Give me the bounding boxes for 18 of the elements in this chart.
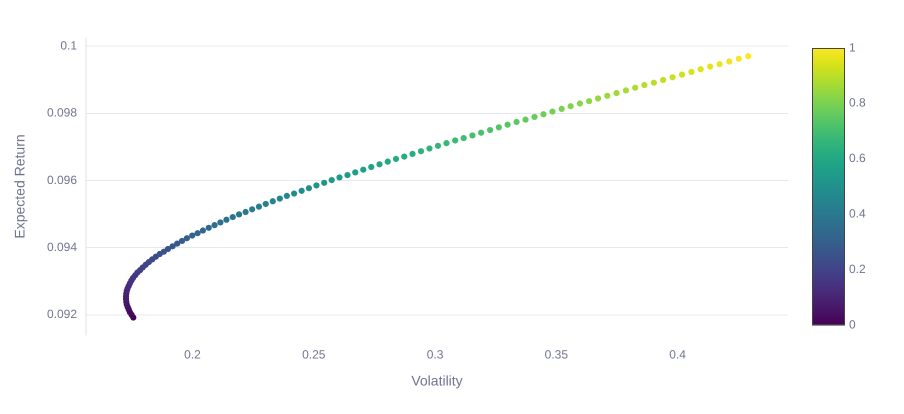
y-tick-label: 0.094 <box>46 240 78 254</box>
color-bar-label: 1 <box>849 40 856 54</box>
y-tick-label: 0.1 <box>60 38 78 52</box>
color-bar-label: 0.6 <box>849 151 866 166</box>
y-tick-label: 0.096 <box>46 172 78 187</box>
y-axis-title: Expected Return <box>11 134 28 239</box>
color-bar-label: 0.4 <box>849 206 866 221</box>
color-bar-label: 0.2 <box>849 262 866 276</box>
color-bar-label: 0.8 <box>849 96 866 110</box>
x-tick-label: 0.3 <box>426 348 444 362</box>
x-tick-label: 0.4 <box>669 348 686 362</box>
x-tick-label: 0.25 <box>302 348 326 362</box>
y-tick-label: 0.098 <box>46 106 78 120</box>
x-tick-label: 0.2 <box>184 348 202 362</box>
y-tick-label: 0.092 <box>46 307 78 322</box>
x-tick-label: 0.35 <box>544 348 568 362</box>
x-axis-title: Volatility <box>411 372 463 388</box>
color-bar-label: 0 <box>849 317 856 332</box>
